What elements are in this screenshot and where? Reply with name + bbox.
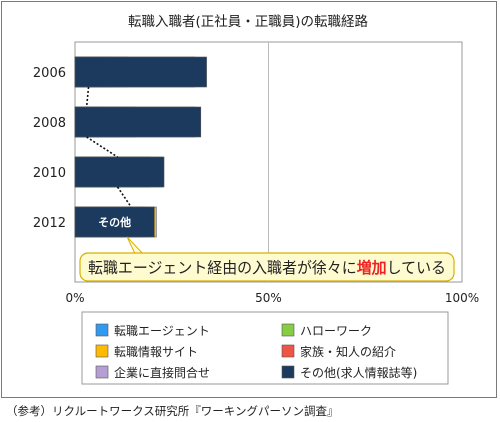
chart: 転職入職者(正社員・正職員)の転職経路 2006 2008 2010 2012 転職エー… xyxy=(33,14,479,385)
category-label: 2006 xyxy=(33,66,66,81)
trend-connector xyxy=(85,86,132,208)
legend-swatch xyxy=(95,344,109,358)
callout-text-after: している xyxy=(387,259,446,277)
legend-label: その他(求人情報誌等) xyxy=(300,365,417,380)
callout-box xyxy=(79,252,455,282)
legend-label: 企業に直接問合せ xyxy=(114,365,210,380)
source-note: （参考）リクルートワークス研究所『ワーキングパーソン調査』 xyxy=(6,404,339,418)
x-tick-label: 50% xyxy=(255,291,282,305)
x-tick-label: 0% xyxy=(65,291,84,305)
legend-swatch xyxy=(95,365,109,379)
legend-swatch xyxy=(281,365,295,379)
category-label: 2008 xyxy=(33,116,66,131)
chart-title: 転職入職者(正社員・正職員)の転職経路 xyxy=(128,14,369,30)
legend-label: 家族・知人の紹介 xyxy=(300,344,396,359)
legend-label: 転職情報サイト xyxy=(114,345,198,359)
x-axis: 0% 50% 100% xyxy=(65,291,479,305)
callout-text: 転職エージェント経由の入職者が徐々に増加している xyxy=(88,258,446,277)
segment-label: その他 xyxy=(98,215,131,229)
callout-text-before: 転職エージェント経由の入職者が徐々に xyxy=(88,259,357,277)
legend-label: ハローワーク xyxy=(300,324,372,338)
x-tick-label: 100% xyxy=(445,291,479,305)
bar-segment xyxy=(74,206,155,238)
category-label: 2010 xyxy=(33,166,66,181)
legend-swatch xyxy=(281,344,295,358)
bar-segment xyxy=(74,156,165,188)
bar-segment xyxy=(74,106,202,138)
legend-swatch xyxy=(95,323,109,337)
annotation: 転職エージェント経由の入職者が徐々に増加している xyxy=(79,236,455,282)
legend-swatch xyxy=(281,323,295,337)
category-label: 2012 xyxy=(33,216,66,231)
plot-area: 2006200820102012転職エージェントハローワーク転職情報サイト紹介直… xyxy=(33,41,463,283)
bar-segment xyxy=(74,56,207,88)
callout-text-highlight: 増加 xyxy=(357,258,387,277)
legend-label: 転職エージェント xyxy=(114,324,210,338)
legend-box xyxy=(81,311,449,385)
